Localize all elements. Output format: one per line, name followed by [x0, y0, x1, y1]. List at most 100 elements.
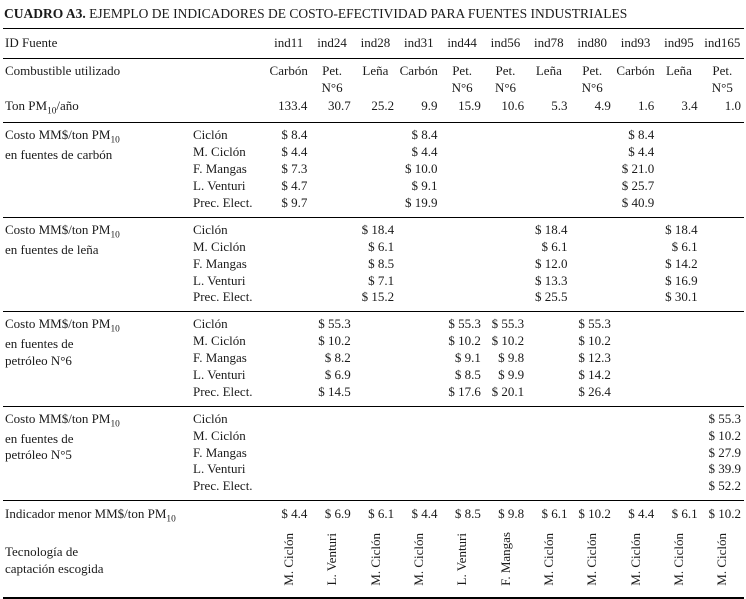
cost-cell-ind28: [354, 144, 397, 161]
cost-cell-ind28: [354, 333, 397, 350]
emission-cell-ind31: 9.9: [421, 97, 438, 113]
cost-cell-ind11: [267, 405, 311, 428]
cost-cell-ind56: [484, 478, 527, 500]
section-2-row: L. Venturi $ 6.9 $ 8.5 $ 9.9 $ 14.2: [3, 367, 744, 384]
cost-cell-ind165: [701, 289, 744, 311]
indicator-cell-ind80: $ 10.2: [570, 500, 614, 530]
tech-label: F. Mangas: [193, 350, 247, 366]
technology-cell-ind44: L. Venturi: [440, 530, 483, 598]
cost-cell-ind28: [353, 405, 398, 428]
cost-cell-ind78: [527, 384, 570, 406]
cost-cell-ind80: $ 26.4: [578, 383, 611, 399]
cost-cell-ind93: [614, 239, 657, 256]
cost-cell-ind56: [484, 289, 527, 311]
indicator-cell-ind56: $ 9.8: [483, 500, 528, 530]
cost-cell-ind44: [440, 144, 483, 161]
cost-cell-ind165: [700, 122, 744, 145]
cost-cell-ind31: [397, 428, 440, 445]
cost-cell-ind24: [310, 122, 354, 145]
section-label-3: Costo MM$/ton PM10 en fuentes de petróleo …: [3, 405, 189, 501]
emission-cell-ind165: 1.0: [724, 97, 741, 113]
cost-cell-ind44: $ 17.6: [448, 383, 481, 399]
technology-value: M. Ciclón: [627, 532, 643, 586]
emission-cell-ind28: 25.2: [371, 97, 395, 113]
section-1-row: Prec. Elect. $ 15.2 $ 25.5 $ 30.1: [3, 289, 744, 311]
cost-cell-ind11: [267, 384, 310, 406]
source-id-ind93: ind93: [613, 28, 658, 59]
fuel-cell-ind44: Pet. N°6: [440, 57, 484, 97]
cost-cell-ind31: [397, 333, 440, 350]
fuel-cell-ind56: Pet. N°6: [483, 57, 528, 97]
cost-cell-ind31: [397, 405, 441, 428]
cost-cell-ind44: $ 8.5: [454, 367, 481, 382]
cost-cell-ind56: [483, 122, 528, 145]
cost-cell-ind93: [614, 289, 657, 311]
section-1-row: M. Ciclón $ 6.1 $ 6.1 $ 6.1: [3, 239, 744, 256]
cost-cell-ind165: $ 10.2: [708, 427, 742, 443]
emission-label: Ton PM10/año: [5, 97, 79, 117]
cost-cell-ind93: $ 40.9: [621, 194, 655, 210]
cost-cell-ind24: [310, 405, 354, 428]
cost-cell-ind78: [527, 428, 570, 445]
fuel-cell-ind31: Carbón: [397, 57, 441, 97]
cost-cell-ind11: $ 9.7: [281, 194, 308, 210]
section-3-row: M. Ciclón $ 10.2: [3, 428, 744, 445]
cost-cell-ind80: $ 10.2: [578, 333, 611, 349]
cost-cell-ind11: [267, 350, 310, 367]
tech-label: Prec. Elect.: [193, 383, 253, 399]
cost-cell-ind44: [440, 216, 484, 239]
cost-cell-ind93: [614, 445, 657, 462]
cost-cell-ind80: [571, 256, 614, 273]
tech-label: M. Ciclón: [193, 333, 246, 349]
cost-cell-ind28: [354, 428, 397, 445]
fuel-cell-ind78: Leña: [527, 57, 571, 97]
section-3-row: Prec. Elect. $ 52.2: [3, 478, 744, 500]
cost-cell-ind80: [571, 428, 614, 445]
emission-cell-ind93: 1.6: [638, 97, 655, 113]
cost-cell-ind44: $ 9.1: [454, 350, 481, 366]
tech-label: M. Ciclón: [193, 427, 246, 443]
tech-label: L. Venturi: [193, 367, 246, 382]
source-id-ind44: ind44: [440, 28, 484, 59]
cost-cell-ind95: [657, 384, 700, 406]
cost-cell-ind78: $ 6.1: [541, 238, 568, 254]
cost-cell-ind95: $ 18.4: [657, 216, 701, 239]
cost-cell-ind56: [484, 161, 527, 178]
fuel-cell-ind93: Carbón: [613, 57, 658, 97]
cost-cell-ind78: [527, 161, 570, 178]
source-id-ind11: ind11: [267, 28, 311, 59]
cost-cell-ind78: [527, 445, 570, 462]
cost-cell-ind11: $ 4.7: [281, 178, 308, 194]
section-3-row: F. Mangas $ 27.9: [3, 445, 744, 462]
cost-cell-ind11: $ 7.3: [281, 161, 308, 177]
technology-value: M. Ciclón: [714, 532, 730, 586]
technology-cell-ind24: L. Venturi: [310, 530, 353, 598]
cost-cell-ind165: $ 55.3: [700, 405, 744, 428]
cost-cell-ind78: [527, 405, 571, 428]
cost-cell-ind95: $ 16.9: [665, 272, 698, 288]
cost-cell-ind80: [570, 405, 614, 428]
cost-cell-ind31: [397, 216, 441, 239]
cost-cell-ind95: $ 6.1: [671, 238, 698, 254]
cost-cell-ind95: [657, 178, 700, 195]
fuel-cell-ind11: Carbón: [267, 57, 311, 97]
cost-cell-ind28: [354, 195, 397, 217]
technology-value: F. Mangas: [497, 531, 513, 586]
fuel-cell-ind165: Pet. N°5: [700, 57, 744, 97]
technology-cell-ind31: M. Ciclón: [397, 530, 440, 598]
indicator-cell-ind95: $ 6.1: [657, 500, 701, 530]
cost-cell-ind93: $ 25.7: [621, 178, 655, 194]
indicator-cell-ind93: $ 4.4: [613, 500, 658, 530]
source-id-ind80: ind80: [570, 28, 614, 59]
indicator-cell-ind11: $ 4.4: [267, 500, 311, 530]
indicador-row: Indicador menor MM$/ton PM10 $ 4.4 $ 6.9 $ …: [3, 500, 744, 530]
tech-label: F. Mangas: [193, 255, 247, 271]
cost-cell-ind78: [527, 350, 570, 367]
cost-cell-ind24: [310, 273, 353, 290]
cost-cell-ind165: [701, 239, 744, 256]
cost-cell-ind11: [267, 216, 311, 239]
cost-cell-ind165: [701, 384, 744, 406]
cost-cell-ind56: [483, 405, 528, 428]
technology-value: M. Ciclón: [410, 532, 426, 586]
